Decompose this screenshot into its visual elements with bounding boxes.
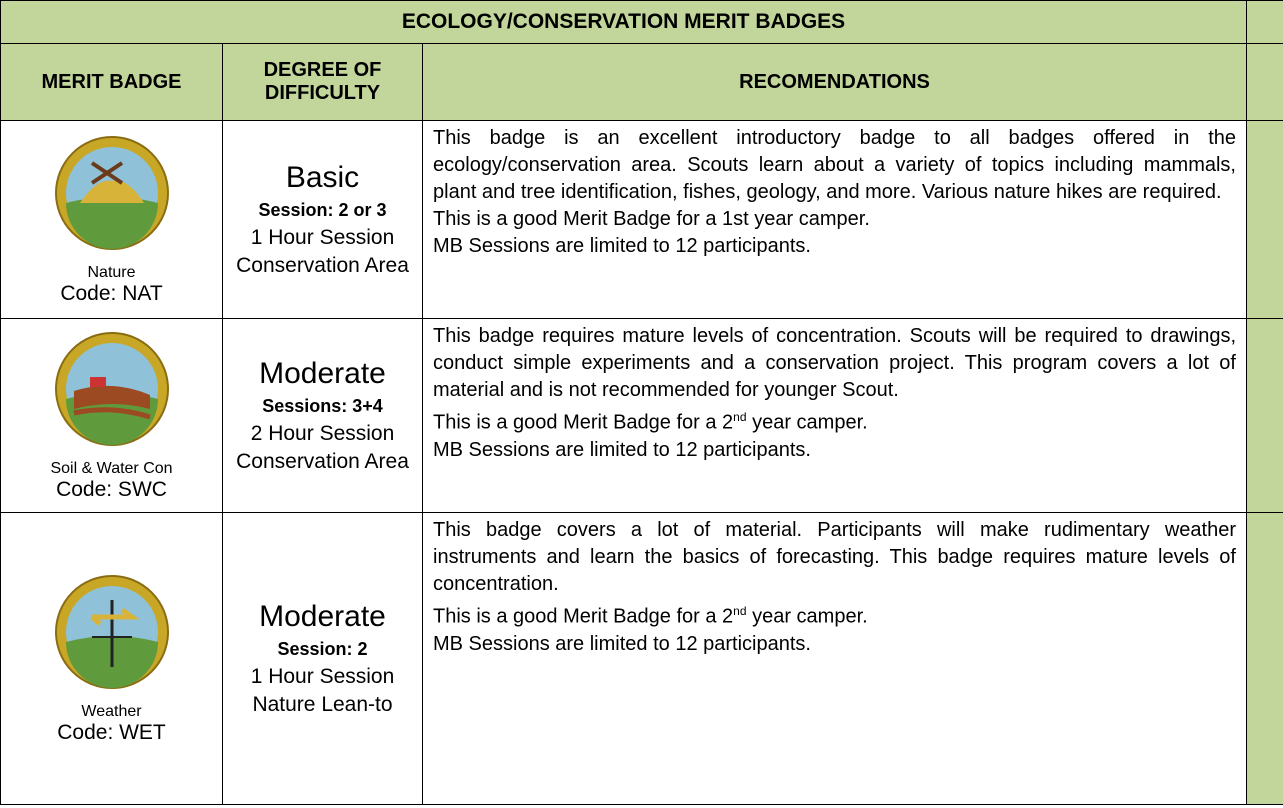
badge-code: Code: SWC bbox=[7, 478, 216, 502]
side-strip bbox=[1247, 44, 1283, 121]
badge-name: Nature bbox=[7, 264, 216, 282]
table-body: ECOLOGY/CONSERVATION MERIT BADGES MERIT … bbox=[1, 1, 1283, 805]
camper-text: year camper. bbox=[747, 606, 868, 628]
camper-text: This is a good Merit Badge for a 1st yea… bbox=[433, 208, 870, 230]
header-cell: RECOMENDATIONS bbox=[423, 44, 1247, 121]
header-row: MERIT BADGE DEGREE OF DIFFICULTY RECOMEN… bbox=[1, 44, 1283, 121]
side-strip bbox=[1247, 1, 1283, 44]
badge-table: ECOLOGY/CONSERVATION MERIT BADGES MERIT … bbox=[0, 0, 1283, 805]
badge-code: Code: WET bbox=[7, 721, 216, 745]
badge-icon bbox=[52, 133, 172, 253]
duration: 2 Hour Session bbox=[229, 420, 416, 448]
camper-line: This is a good Merit Badge for a 1st yea… bbox=[433, 206, 1236, 233]
camper-line: This is a good Merit Badge for a 2nd yea… bbox=[433, 404, 1236, 437]
badge-image bbox=[7, 133, 216, 258]
duration: 1 Hour Session bbox=[229, 224, 416, 252]
badge-icon bbox=[52, 572, 172, 692]
session-limit: MB Sessions are limited to 12 participan… bbox=[433, 233, 1236, 260]
recommendation-text: This badge covers a lot of material. Par… bbox=[433, 517, 1236, 598]
recommendation-text: This badge is an excellent introductory … bbox=[433, 125, 1236, 206]
badge-code: Code: NAT bbox=[7, 282, 216, 306]
session: Session: 2 or 3 bbox=[229, 196, 416, 224]
duration: 1 Hour Session bbox=[229, 663, 416, 691]
badge-icon bbox=[52, 329, 172, 449]
side-strip bbox=[1247, 319, 1283, 513]
session-limit: MB Sessions are limited to 12 participan… bbox=[433, 631, 1236, 658]
difficulty: Basic bbox=[229, 160, 416, 196]
camper-text: This is a good Merit Badge for a 2 bbox=[433, 606, 733, 628]
side-strip bbox=[1247, 121, 1283, 319]
badge-name: Soil & Water Con bbox=[7, 460, 216, 478]
session-limit: MB Sessions are limited to 12 participan… bbox=[433, 437, 1236, 464]
badge-name: Weather bbox=[7, 703, 216, 721]
location: Conservation Area bbox=[229, 448, 416, 476]
recommendation-cell: This badge is an excellent introductory … bbox=[423, 121, 1247, 319]
location: Conservation Area bbox=[229, 252, 416, 280]
header-cell: DEGREE OF DIFFICULTY bbox=[223, 44, 423, 121]
difficulty: Moderate bbox=[229, 356, 416, 392]
session: Sessions: 3+4 bbox=[229, 392, 416, 420]
camper-text: nd bbox=[733, 604, 746, 618]
page: ECOLOGY/CONSERVATION MERIT BADGES MERIT … bbox=[0, 0, 1283, 808]
camper-text: This is a good Merit Badge for a 2 bbox=[433, 412, 733, 434]
header-cell: MERIT BADGE bbox=[1, 44, 223, 121]
badge-image bbox=[7, 572, 216, 697]
recommendation-text: This badge requires mature levels of con… bbox=[433, 323, 1236, 404]
table-title: ECOLOGY/CONSERVATION MERIT BADGES bbox=[1, 1, 1247, 44]
session: Session: 2 bbox=[229, 635, 416, 663]
badge-image bbox=[7, 329, 216, 454]
camper-text: nd bbox=[733, 410, 746, 424]
recommendation-cell: This badge covers a lot of material. Par… bbox=[423, 513, 1247, 805]
camper-line: This is a good Merit Badge for a 2nd yea… bbox=[433, 598, 1236, 631]
title-row: ECOLOGY/CONSERVATION MERIT BADGES bbox=[1, 1, 1283, 44]
camper-text: year camper. bbox=[747, 412, 868, 434]
recommendation-cell: This badge requires mature levels of con… bbox=[423, 319, 1247, 513]
difficulty: Moderate bbox=[229, 599, 416, 635]
side-strip bbox=[1247, 513, 1283, 805]
location: Nature Lean-to bbox=[229, 691, 416, 719]
